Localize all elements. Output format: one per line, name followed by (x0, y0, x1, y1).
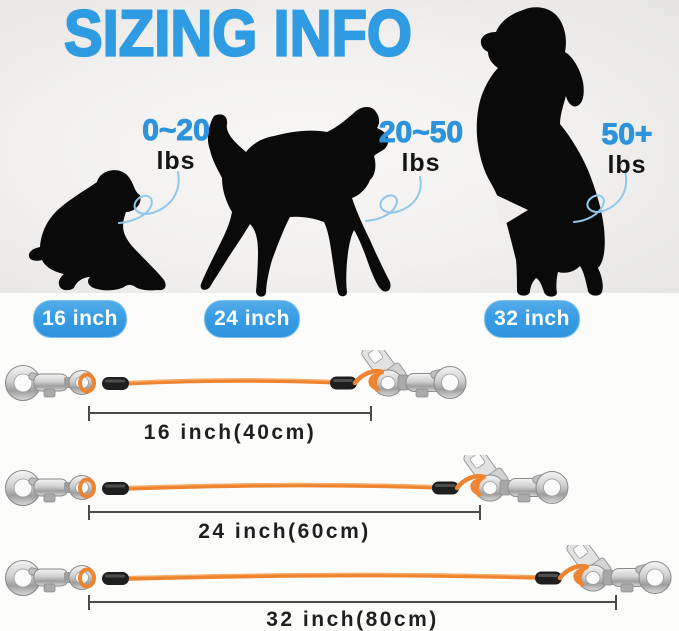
measurement-line-24inch (88, 505, 481, 520)
crimp-sleeve (102, 482, 129, 495)
size-badge-32inch: 32 inch (484, 300, 580, 338)
medium-dog-silhouette (200, 107, 391, 297)
swash-arrow-large (573, 170, 628, 223)
cable-16inch (3, 350, 679, 403)
size-badge-16inch: 16 inch (33, 300, 127, 338)
weight-range: 0~20 (142, 114, 211, 147)
crimp-highlight (105, 574, 125, 578)
bolt-snap-right (432, 455, 568, 504)
measurement-line-32inch (88, 595, 617, 610)
dog-silhouettes (28, 7, 628, 297)
large-dog-leg-notch (494, 194, 528, 227)
measurement-label-32inch: 32 inch(80cm) (266, 608, 439, 631)
small-dog-silhouette (28, 170, 166, 291)
cable-32inch (3, 545, 679, 598)
weight-range: 20~50 (378, 116, 464, 149)
cable-24inch (3, 455, 679, 508)
bolt-snap-right (330, 350, 466, 399)
bolt-snap-left (3, 363, 97, 403)
bolt-snap-right (535, 545, 671, 594)
weight-unit: lbs (401, 149, 441, 177)
weight-unit: lbs (156, 147, 196, 175)
weight-label-large: 50+ lbs (562, 118, 679, 179)
large-dog-silhouette (476, 7, 605, 297)
cable-highlight (129, 378, 346, 383)
swash-arrow-small (118, 171, 180, 224)
weight-range: 50+ (601, 118, 653, 151)
measurement-label-16inch: 16 inch(40cm) (143, 421, 317, 444)
crimp-sleeve (102, 572, 129, 585)
measurement-label-24inch: 24 inch(60cm) (198, 520, 371, 543)
cable-line (107, 482, 459, 492)
cable-highlight (129, 572, 551, 578)
size-badge-24inch: 24 inch (204, 300, 300, 338)
weight-label-medium: 20~50 lbs (356, 116, 486, 177)
cable-line (107, 572, 562, 582)
bolt-snap-left (3, 468, 97, 508)
weight-label-small: 0~20 lbs (111, 114, 241, 175)
bolt-snap-left (3, 558, 97, 598)
crimp-sleeve (102, 377, 129, 390)
page-title: SIZING INFO (63, 0, 413, 71)
cable-line (107, 378, 355, 387)
crimp-highlight (105, 379, 125, 383)
weight-unit: lbs (607, 151, 647, 179)
swash-arrow-medium (365, 176, 422, 222)
cable-highlight (129, 482, 449, 488)
crimp-highlight (105, 484, 125, 488)
measurement-line-16inch (88, 406, 372, 421)
